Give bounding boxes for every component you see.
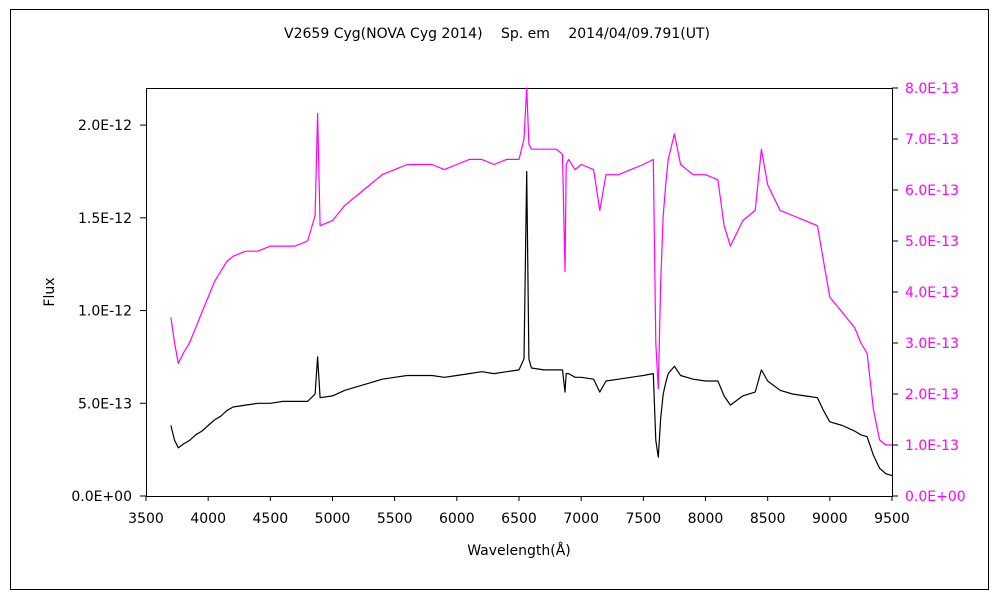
x-tick-label: 4500 bbox=[253, 511, 289, 527]
x-tick-label: 9000 bbox=[812, 511, 848, 527]
chart-title: V2659 Cyg(NOVA Cyg 2014) Sp. em 2014/04/… bbox=[284, 26, 710, 42]
x-tick-label: 5000 bbox=[315, 511, 351, 527]
x-tick-label: 6500 bbox=[501, 511, 537, 527]
x-tick-label: 8500 bbox=[750, 511, 786, 527]
x-tick-label: 6000 bbox=[439, 511, 475, 527]
y-right-tick-label: 1.0E-13 bbox=[905, 438, 959, 454]
y-left-tick-label: 1.0E-12 bbox=[78, 304, 132, 320]
series-group bbox=[170, 87, 893, 477]
y-right-tick-label: 7.0E-13 bbox=[905, 132, 959, 148]
y-right-tick-label: 3.0E-13 bbox=[905, 336, 959, 352]
y-right-tick-label: 8.0E-13 bbox=[905, 81, 959, 97]
series-line-black bbox=[170, 170, 893, 477]
x-tick-label: 5500 bbox=[377, 511, 413, 527]
y-right-tick-label: 4.0E-13 bbox=[905, 285, 959, 301]
y-left-tick-label: 2.0E-12 bbox=[78, 118, 132, 134]
y-axis-right: 0.0E+00 1.0E-13 2.0E-13 3.0E-13 4.0E-13 5.0E-… bbox=[892, 81, 966, 505]
x-tick-label: 8000 bbox=[688, 511, 724, 527]
y-axis-left: 0.0E+00 5.0E-13 1.0E-12 1.5E-12 2.0E-12 bbox=[71, 118, 146, 505]
y-left-tick-label: 5.0E-13 bbox=[78, 396, 132, 412]
plot-area bbox=[146, 88, 893, 497]
x-axis: 3500 4000 4500 5000 5500 6000 6500 7000 7500 8000… bbox=[128, 496, 910, 527]
y-axis-label: Flux bbox=[42, 277, 58, 306]
series-line-magenta bbox=[170, 87, 892, 446]
x-tick-label: 7500 bbox=[626, 511, 662, 527]
x-tick-label: 4000 bbox=[190, 511, 226, 527]
y-right-tick-label: 2.0E-13 bbox=[905, 387, 959, 403]
x-tick-label: 3500 bbox=[128, 511, 164, 527]
x-tick-label: 9500 bbox=[874, 511, 910, 527]
y-right-tick-label: 6.0E-13 bbox=[905, 183, 959, 199]
y-left-tick-label: 0.0E+00 bbox=[71, 489, 132, 505]
y-right-tick-label: 0.0E+00 bbox=[905, 489, 966, 505]
x-axis-label: Wavelength(Å) bbox=[467, 542, 571, 559]
y-left-tick-label: 1.5E-12 bbox=[78, 211, 132, 227]
y-right-tick-label: 5.0E-13 bbox=[905, 234, 959, 250]
x-tick-label: 7000 bbox=[563, 511, 599, 527]
